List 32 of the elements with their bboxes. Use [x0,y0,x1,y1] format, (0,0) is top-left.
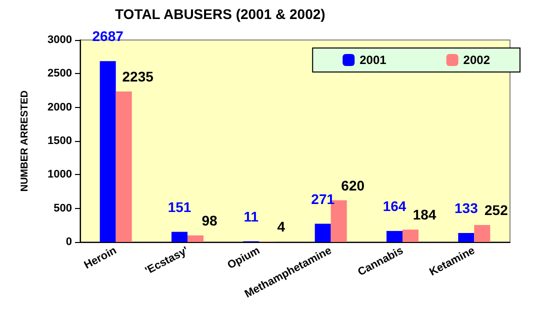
y-tick-label: 0 [66,236,72,248]
bar [314,224,331,242]
y-tick-label: 3000 [48,34,72,46]
legend-label: 2001 [360,53,387,67]
y-tick-label: 500 [54,202,72,214]
data-label: 98 [202,212,218,228]
bar [402,230,418,242]
data-label: 184 [412,206,436,223]
y-tick-label: 2000 [48,101,72,114]
data-label: 164 [382,198,406,214]
y-axis-title: NUMBER ARRESTED [20,90,30,192]
data-label: 620 [341,177,365,194]
chart-title: TOTAL ABUSERS (2001 & 2002) [115,6,326,22]
data-label: 151 [168,198,192,215]
bar [474,225,490,242]
data-label: 2235 [122,68,154,85]
bar [188,235,204,242]
bar [458,233,474,242]
data-label: 133 [454,200,478,216]
data-label: 11 [244,208,259,224]
bar [100,61,116,242]
bar [172,232,188,242]
legend-label: 2002 [463,53,490,67]
y-tick-label: 1500 [48,135,72,147]
bar [116,92,132,242]
data-label: 2687 [92,28,124,44]
y-tick-label: 1000 [48,168,72,181]
y-tick-label: 2500 [48,68,72,80]
data-label: 4 [277,218,286,235]
bar [386,230,402,242]
data-label: 271 [311,190,335,207]
data-label: 252 [484,202,508,218]
